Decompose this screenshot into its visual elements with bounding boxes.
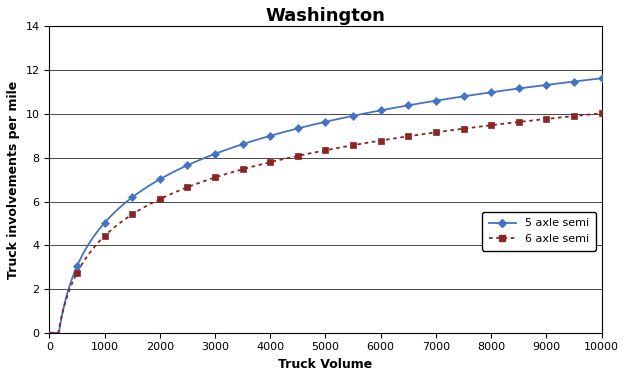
Title: Washington: Washington	[265, 7, 386, 25]
Y-axis label: Truck involvements per mile: Truck involvements per mile	[7, 81, 20, 279]
Legend: 5 axle semi, 6 axle semi: 5 axle semi, 6 axle semi	[482, 212, 596, 251]
X-axis label: Truck Volume: Truck Volume	[279, 358, 372, 371]
